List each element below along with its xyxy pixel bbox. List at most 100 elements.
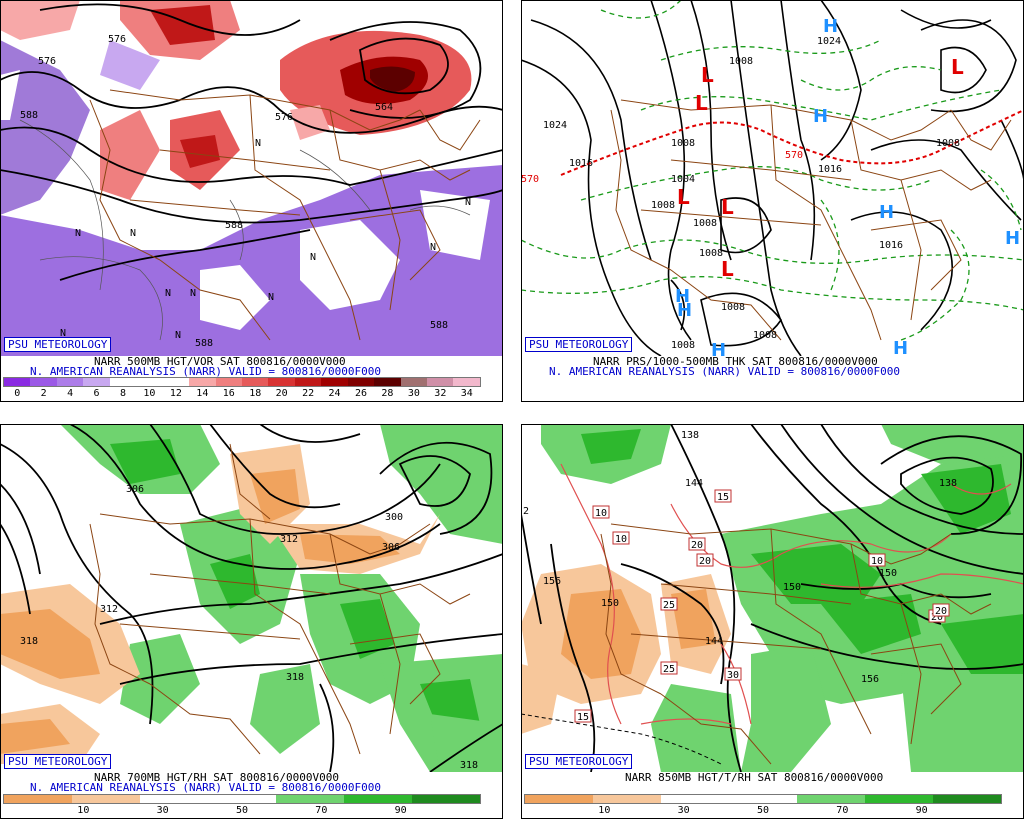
rh-colorbar-ticks: 10 30 50 70 90 (525, 805, 1001, 817)
contour-label: 318 (286, 672, 304, 683)
panel-title-line2: N. AMERICAN REANALYSIS (NARR) VALID = 80… (30, 365, 381, 378)
colorbar-swatch (140, 795, 208, 803)
high-pressure-marker: H (893, 338, 908, 356)
temperature-label: 10 (615, 534, 627, 545)
colorbar-swatch (321, 378, 348, 386)
temperature-label: 25 (663, 600, 675, 611)
colorbar-swatch (661, 795, 729, 803)
colorbar-swatch (241, 378, 269, 386)
colorbar-tick-label: 4 (67, 388, 74, 399)
colorbar-swatch (344, 795, 412, 803)
colorbar-swatch (525, 795, 593, 803)
contour-label: 1016 (879, 240, 903, 251)
panel-850mb-temp-rh: 138 144 150 156 144 150 150 156 138 2 10… (521, 424, 1024, 819)
contour-label: 588 (430, 320, 448, 331)
colorbar-swatch (208, 795, 276, 803)
contour-label: 1024 (817, 36, 841, 47)
high-pressure-marker: H (1005, 228, 1020, 249)
colorbar-swatch (400, 378, 427, 386)
colorbar-swatch (109, 378, 137, 386)
colorbar-swatch (729, 795, 797, 803)
contour-label: 1008 (699, 248, 723, 259)
colorbar-swatch (412, 795, 480, 803)
colorbar-tick-label: 10 (143, 388, 156, 399)
panel-title-line1: NARR PRS/1000-500MB THK SAT 800816/0000V… (593, 355, 878, 368)
n-marker: N (255, 138, 261, 149)
contour-label: 138 (681, 430, 699, 441)
colorbar-tick-label: 20 (275, 388, 288, 399)
contour-label: 1008 (753, 330, 777, 341)
colorbar-tick-label: 70 (836, 805, 849, 816)
colorbar-swatch (136, 378, 163, 386)
colorbar-tick-label: 2 (40, 388, 47, 399)
colorbar-tick-label: 70 (315, 805, 328, 816)
colorbar-swatch (593, 795, 661, 803)
edge-label: 2 (523, 506, 529, 517)
temperature-label-box (612, 531, 630, 545)
colorbar-swatch (268, 378, 295, 386)
high-pressure-marker: H (813, 106, 828, 127)
colorbar-swatch (347, 378, 375, 386)
temperature-label: 10 (871, 556, 883, 567)
colorbar-tick-label: 22 (302, 388, 315, 399)
contour-label: 564 (375, 102, 393, 113)
colorbar-swatch (4, 795, 72, 803)
temperature-label-box (688, 537, 706, 551)
contour-label: 588 (195, 338, 213, 349)
contour-label: 1008 (671, 138, 695, 149)
n-marker: N (60, 328, 66, 339)
low-pressure-marker: L (721, 195, 734, 219)
colorbar-swatch (865, 795, 933, 803)
n-marker: N (465, 197, 471, 208)
rh-colorbar-ticks: 10 30 50 70 90 (4, 805, 480, 817)
temperature-label-box (660, 661, 678, 675)
contour-label: 588 (225, 220, 243, 231)
psu-meteorology-badge: PSU METEOROLOGY (525, 754, 633, 769)
temperature-label-box (868, 553, 886, 567)
panel-title-line2: N. AMERICAN REANALYSIS (NARR) VALID = 80… (549, 365, 900, 378)
contour-label: 306 (126, 484, 144, 495)
low-pressure-marker: L (951, 55, 964, 79)
colorbar-tick-label: 50 (756, 805, 770, 816)
thickness-label: 570 (785, 150, 803, 161)
colorbar-swatch (30, 378, 57, 386)
high-pressure-marker: H (675, 286, 690, 307)
colorbar-swatch (797, 795, 865, 803)
colorbar-tick-label: 26 (354, 388, 368, 399)
rh700-map: 306 306 312 318 312 300 318 318 (0, 424, 503, 772)
colorbar-tick-label: 12 (169, 388, 182, 399)
contour-label: 150 (601, 598, 619, 609)
contour-label: 588 (20, 110, 38, 121)
vorticity-colorbar-ticks: 0 2 4 6 8 10 12 14 16 18 20 22 24 26 28 30 32 34 (4, 388, 480, 400)
high-pressure-marker: H (711, 340, 726, 356)
contour-label: 150 (783, 582, 801, 593)
temperature-label: 15 (717, 492, 729, 503)
colorbar-swatch (215, 378, 242, 386)
contour-label: 1008 (671, 340, 695, 351)
contour-label: 156 (543, 576, 561, 587)
colorbar-tick-label: 30 (407, 388, 420, 399)
colorbar-tick-label: 10 (77, 805, 90, 816)
vorticity-colorbar (3, 377, 481, 387)
temperature-label-box (932, 603, 950, 617)
temperature-label: 30 (727, 670, 739, 681)
temperature-label-box (714, 489, 732, 503)
temperature-label-box (724, 667, 742, 681)
colorbar-swatch (162, 378, 190, 386)
temperature-label-box (574, 709, 592, 723)
contour-label: 1008 (936, 138, 960, 149)
panel-title-line1: NARR 850MB HGT/T/RH SAT 800816/0000V000 (625, 771, 884, 784)
colorbar-swatch (427, 378, 454, 386)
n-marker: N (268, 292, 274, 303)
contour-label: 1016 (569, 158, 593, 169)
contour-label: 1008 (651, 200, 675, 211)
colorbar-tick-label: 6 (93, 388, 100, 399)
n-marker: N (190, 288, 196, 299)
colorbar-tick-label: 16 (222, 388, 235, 399)
contour-label: 150 (879, 568, 897, 579)
panel-500mb-vorticity: 576 576 588 588 576 564 588 588 N N N N … (0, 0, 503, 402)
colorbar-swatch (189, 378, 216, 386)
panel-title-line1: NARR 700MB HGT/RH SAT 800816/0000V000 (94, 771, 340, 784)
panel-title-line1: NARR 500MB HGT/VOR SAT 800816/0000V000 (94, 355, 346, 368)
contour-label: 312 (100, 604, 118, 615)
